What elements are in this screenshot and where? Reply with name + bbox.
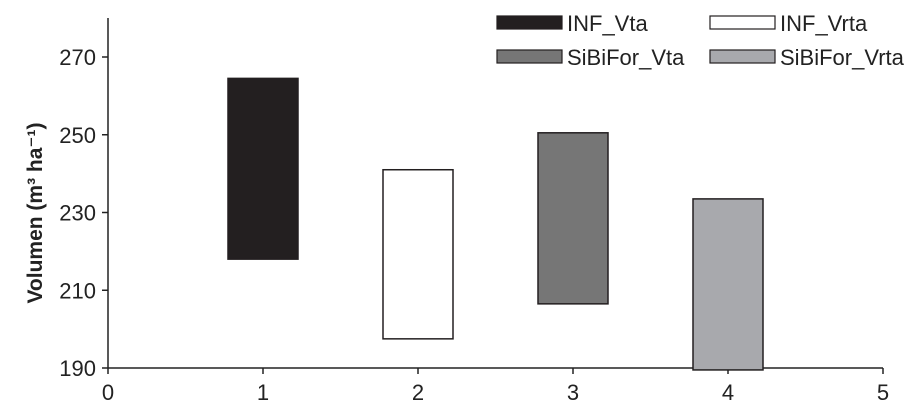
bar-inf-vta <box>227 77 299 260</box>
x-tick-label: 4 <box>722 380 734 405</box>
legend: INF_Vta INF_Vrta SiBiFor_Vta SiBiFor_Vrta <box>496 11 905 70</box>
x-tick-label: 2 <box>412 380 424 405</box>
legend-label-sibifor-vrta: SiBiFor_Vrta <box>780 45 905 70</box>
legend-swatch-inf-vta <box>496 15 563 30</box>
legend-swatch-inf-vrta <box>709 15 776 30</box>
x-tick-label: 1 <box>257 380 269 405</box>
bar-sibifor-vrta <box>692 198 764 371</box>
axes: 0 1 2 3 4 5 190 210 230 250 270 <box>59 18 889 405</box>
x-tick-label: 5 <box>877 380 889 405</box>
legend-swatch-sibifor-vrta <box>709 49 776 64</box>
y-axis-title: Volumen (m³ ha⁻¹) <box>24 122 47 303</box>
legend-label-inf-vta: INF_Vta <box>567 11 648 36</box>
y-tick-label: 270 <box>59 45 96 70</box>
legend-swatch-sibifor-vta <box>496 49 563 64</box>
bar-inf-vrta <box>382 168 454 340</box>
bars <box>227 77 764 371</box>
y-tick-label: 190 <box>59 356 96 381</box>
y-tick-label: 250 <box>59 123 96 148</box>
y-tick-label: 210 <box>59 278 96 303</box>
legend-label-sibifor-vta: SiBiFor_Vta <box>567 45 685 70</box>
legend-label-inf-vrta: INF_Vrta <box>780 11 868 36</box>
x-tick-label: 3 <box>567 380 579 405</box>
bar-sibifor-vta <box>537 132 609 305</box>
y-tick-label: 230 <box>59 201 96 226</box>
x-tick-label: 0 <box>102 380 114 405</box>
